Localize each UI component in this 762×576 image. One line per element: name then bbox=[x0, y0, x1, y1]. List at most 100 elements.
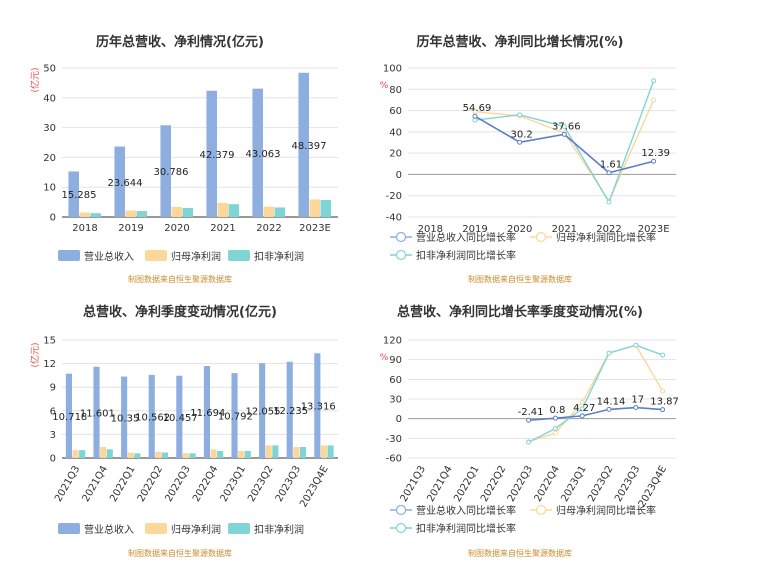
x-tick-label: 2018 bbox=[418, 224, 443, 235]
y-axis-unit: % bbox=[380, 81, 389, 91]
bar-net-profit bbox=[238, 450, 245, 458]
x-tick-label: 2021Q4 bbox=[425, 464, 454, 504]
data-label: 14.14 bbox=[597, 396, 626, 407]
x-tick-label: 2023Q2 bbox=[246, 464, 275, 504]
data-label: 13.316 bbox=[301, 402, 336, 413]
bar-net-profit bbox=[217, 202, 229, 217]
bar-deducted-profit bbox=[106, 449, 113, 458]
legend-swatch bbox=[228, 523, 250, 534]
data-label: 43.063 bbox=[246, 149, 281, 160]
y-tick-label: 0 bbox=[396, 170, 402, 181]
bar-revenue bbox=[252, 88, 263, 217]
data-point bbox=[579, 413, 585, 419]
bar-revenue bbox=[114, 146, 125, 217]
bar-net-profit bbox=[100, 446, 107, 458]
data-point bbox=[606, 350, 612, 356]
bar-revenue bbox=[160, 125, 171, 217]
y-tick-label: 120 bbox=[383, 336, 402, 347]
series-line-deducted-profit bbox=[474, 80, 655, 204]
legend-swatch bbox=[58, 523, 80, 534]
series-line-net-profit bbox=[474, 99, 655, 203]
x-tick-label: 2019 bbox=[118, 223, 143, 234]
legend-label: 归母净利润 bbox=[171, 523, 221, 536]
data-label: -2.41 bbox=[518, 407, 544, 418]
chart-title: 历年总营收、净利同比增长情况(%) bbox=[417, 34, 624, 50]
y-tick-label: 40 bbox=[43, 93, 56, 104]
bar-net-profit bbox=[79, 212, 91, 217]
bar-deducted-profit bbox=[90, 213, 102, 217]
x-tick-label: 2022Q2 bbox=[479, 464, 508, 504]
bar-deducted-profit bbox=[299, 446, 307, 458]
data-point bbox=[552, 430, 558, 436]
bar-revenue bbox=[259, 363, 266, 458]
y-tick-label: 0 bbox=[50, 454, 56, 465]
y-tick-label: -20 bbox=[386, 191, 402, 202]
bar-deducted-profit bbox=[79, 450, 86, 458]
x-tick-label: 2023Q4E bbox=[298, 464, 331, 509]
x-tick-label: 2022 bbox=[596, 224, 621, 235]
y-tick-label: -30 bbox=[386, 434, 402, 445]
data-point bbox=[633, 405, 639, 411]
data-label: 42.379 bbox=[200, 150, 235, 161]
bar-net-profit bbox=[210, 449, 217, 458]
x-tick-label: 2023E bbox=[299, 223, 331, 234]
data-label: 10.718 bbox=[52, 412, 87, 423]
data-label: 30.786 bbox=[154, 167, 189, 178]
source-note: 制图数据来自恒生聚源数据库 bbox=[468, 548, 572, 558]
data-label: 48.397 bbox=[292, 141, 327, 152]
chart-title: 总营收、净利同比增长率季度变动情况(%) bbox=[397, 304, 643, 320]
data-point bbox=[606, 199, 612, 205]
y-tick-label: 0 bbox=[50, 213, 56, 224]
bar-revenue bbox=[68, 171, 79, 217]
legend-label: 扣非净利润 bbox=[254, 250, 304, 263]
y-tick-label: 10 bbox=[43, 183, 56, 194]
source-note: 制图数据来自恒生聚源数据库 bbox=[468, 274, 572, 284]
bar-revenue bbox=[65, 373, 72, 458]
data-point bbox=[660, 407, 666, 413]
bar-revenue bbox=[203, 366, 210, 458]
legend-marker bbox=[395, 504, 407, 516]
data-label: 10.562 bbox=[135, 412, 170, 423]
y-tick-label: 90 bbox=[389, 355, 402, 366]
y-tick-label: 6 bbox=[50, 406, 56, 417]
y-tick-label: 40 bbox=[389, 127, 402, 138]
y-tick-label: 12 bbox=[43, 359, 56, 370]
quarterly-growth-chart: 总营收、净利同比增长率季度变动情况(%)% -60 -30 0 30 60 90 120 202… bbox=[380, 304, 679, 558]
data-label: 23.644 bbox=[108, 178, 143, 189]
data-label: 4.27 bbox=[573, 403, 595, 414]
x-tick-label: 2022Q1 bbox=[108, 464, 137, 504]
x-tick-label: 2022Q4 bbox=[533, 464, 562, 504]
y-tick-label: 15 bbox=[43, 336, 56, 347]
x-tick-label: 2021Q4 bbox=[81, 464, 110, 504]
x-tick-label: 2023Q2 bbox=[586, 464, 615, 504]
y-tick-label: 3 bbox=[50, 430, 56, 441]
data-label: 10.792 bbox=[218, 412, 253, 423]
bar-revenue bbox=[314, 353, 321, 458]
legend-label: 归母净利润同比增长率 bbox=[556, 231, 656, 244]
bar-revenue bbox=[93, 366, 100, 458]
data-label: 37.66 bbox=[552, 121, 581, 132]
x-tick-label: 2021Q3 bbox=[53, 464, 82, 504]
bar-deducted-profit bbox=[182, 208, 194, 217]
y-tick-label: 30 bbox=[43, 123, 56, 134]
legend-label: 扣非净利润同比增长率 bbox=[416, 249, 516, 262]
data-label: 10.457 bbox=[163, 413, 198, 424]
bar-net-profit bbox=[182, 453, 190, 458]
data-point bbox=[651, 97, 657, 103]
legend-marker bbox=[535, 231, 547, 243]
x-tick-label: 2018 bbox=[72, 223, 97, 234]
data-point bbox=[606, 170, 612, 176]
bar-revenue bbox=[206, 90, 217, 217]
bar-net-profit bbox=[171, 206, 183, 217]
x-tick-label: 2023Q3 bbox=[274, 464, 303, 504]
data-point bbox=[472, 113, 478, 119]
y-tick-label: 60 bbox=[389, 106, 402, 117]
x-tick-label: 2022Q3 bbox=[506, 464, 535, 504]
x-tick-label: 2021 bbox=[210, 223, 235, 234]
annual-growth-chart: 历年总营收、净利同比增长情况(%)% -40 -20 0 20 40 60 80 100 2018… bbox=[380, 34, 676, 284]
bar-deducted-profit bbox=[161, 452, 169, 458]
y-tick-label: 100 bbox=[383, 64, 402, 75]
bar-revenue bbox=[298, 72, 309, 217]
y-tick-label: 20 bbox=[389, 149, 402, 160]
legend-label: 营业总收入同比增长率 bbox=[416, 504, 516, 517]
